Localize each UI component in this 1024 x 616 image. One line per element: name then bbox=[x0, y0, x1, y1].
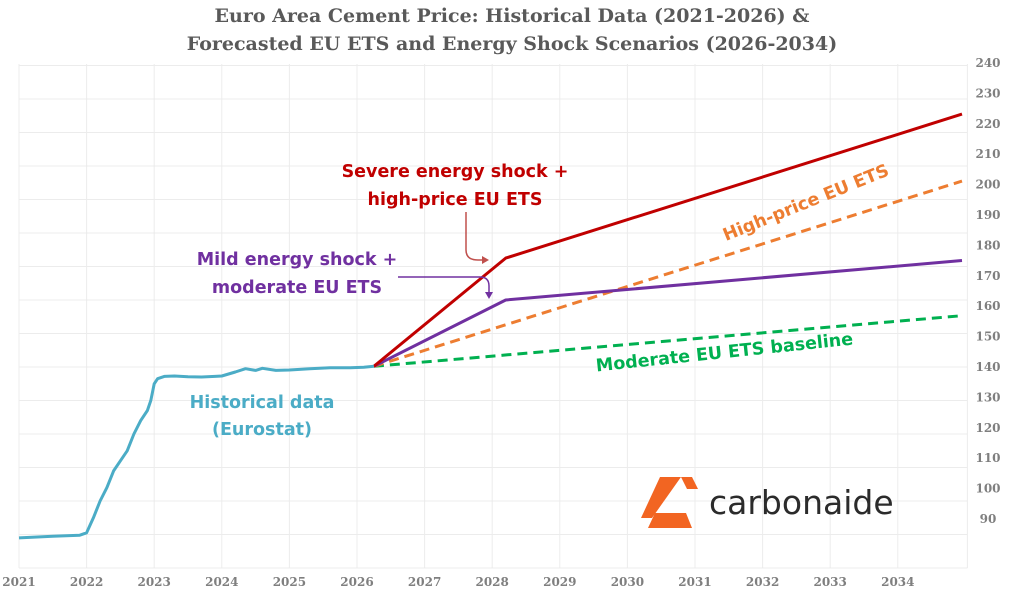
y-tick-label: 170 bbox=[975, 269, 1000, 283]
series-mild bbox=[373, 259, 963, 368]
series-high-price bbox=[373, 179, 963, 368]
annotation-historical-line-1: Historical data bbox=[190, 393, 335, 413]
logo-mark-top-icon bbox=[681, 477, 698, 489]
annotation-mild-line-2: moderate EU ETS bbox=[212, 278, 382, 298]
y-tick-label: 180 bbox=[975, 238, 1000, 252]
y-tick-label: 210 bbox=[975, 147, 1000, 161]
series-moderate bbox=[373, 314, 963, 368]
series-historical bbox=[18, 364, 375, 540]
x-tick-label: 2033 bbox=[813, 575, 846, 589]
x-tick-label: 2027 bbox=[408, 575, 441, 589]
severe-arrow bbox=[465, 212, 486, 261]
x-tick-label: 2034 bbox=[881, 575, 914, 589]
annotation-severe-line-1: Severe energy shock + bbox=[342, 162, 569, 182]
mild-arrow bbox=[398, 276, 490, 294]
x-tick-label: 2030 bbox=[611, 575, 644, 589]
carbonaide-logo: carbonaide bbox=[641, 477, 894, 528]
x-tick-label: 2024 bbox=[205, 575, 238, 589]
annotation-historical-line-2: (Eurostat) bbox=[212, 420, 312, 440]
x-axis-ticks: 2021 2022 2023 2024 2025 2026 2027 2028 2029 2030… bbox=[2, 575, 914, 589]
y-tick-label: 200 bbox=[975, 178, 1000, 192]
mild-arrow-head-icon bbox=[485, 292, 493, 299]
logo-mark-left-icon bbox=[641, 477, 681, 518]
y-tick-label: 230 bbox=[975, 86, 1000, 100]
x-tick-label: 2032 bbox=[746, 575, 779, 589]
y-axis-ticks: 90 100 110 120 130 140 150 160 170 180 190 200 210 22… bbox=[975, 56, 1000, 526]
x-tick-label: 2026 bbox=[340, 575, 373, 589]
series-severe bbox=[372, 112, 963, 368]
y-tick-label: 130 bbox=[975, 390, 1000, 404]
y-tick-label: 160 bbox=[975, 299, 1000, 313]
x-tick-label: 2029 bbox=[543, 575, 576, 589]
severe-arrow-head-icon bbox=[482, 256, 489, 264]
series-group bbox=[18, 112, 963, 540]
x-tick-label: 2023 bbox=[137, 575, 170, 589]
y-tick-label: 240 bbox=[975, 56, 1000, 70]
logo-mark-bottom-icon bbox=[648, 513, 692, 528]
y-tick-label: 190 bbox=[975, 208, 1000, 222]
logo-text: carbonaide bbox=[709, 483, 894, 522]
y-tick-label: 150 bbox=[975, 330, 1000, 344]
y-tick-label: 220 bbox=[975, 117, 1000, 131]
annotation-moderate: Moderate EU ETS baseline bbox=[595, 330, 854, 377]
x-tick-label: 2022 bbox=[70, 575, 103, 589]
x-tick-label: 2028 bbox=[475, 575, 508, 589]
x-tick-label: 2025 bbox=[273, 575, 306, 589]
annotation-mild-line-1: Mild energy shock + bbox=[197, 250, 398, 270]
y-tick-label: 120 bbox=[975, 421, 1000, 435]
annotation-severe-line-2: high-price EU ETS bbox=[368, 190, 543, 210]
chart-title-line-1: Euro Area Cement Price: Historical Data … bbox=[215, 5, 810, 27]
x-tick-label: 2031 bbox=[678, 575, 711, 589]
y-tick-label: 140 bbox=[975, 360, 1000, 374]
grid bbox=[18, 64, 968, 569]
chart-title-line-2: Forecasted EU ETS and Energy Shock Scena… bbox=[187, 33, 837, 55]
y-tick-label: 100 bbox=[975, 482, 1000, 496]
y-tick-label: 110 bbox=[975, 451, 1000, 465]
y-tick-label: 90 bbox=[980, 512, 997, 526]
x-tick-label: 2021 bbox=[2, 575, 35, 589]
